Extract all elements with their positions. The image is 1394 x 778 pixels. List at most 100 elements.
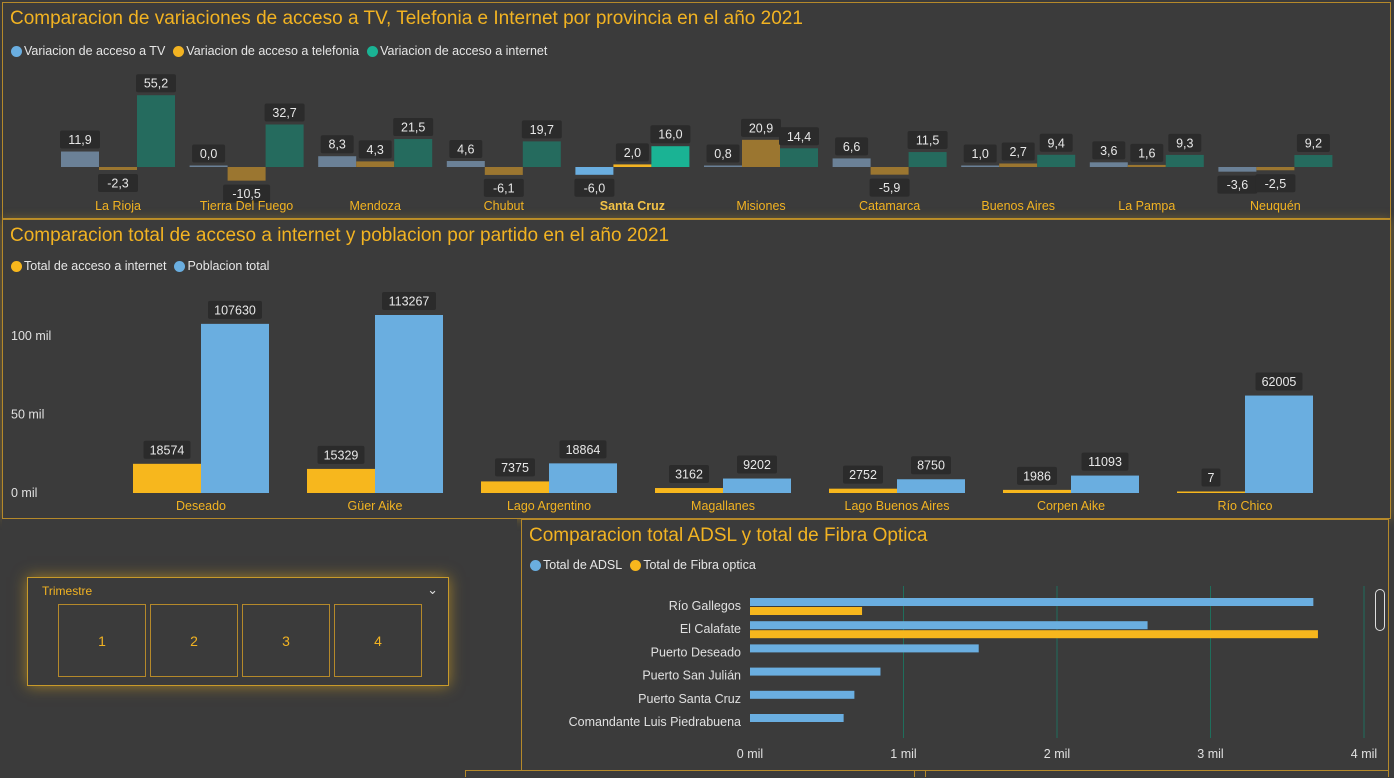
- bar: [750, 644, 979, 653]
- chevron-down-icon[interactable]: ⌄: [427, 582, 438, 597]
- data-label: 16,0: [658, 128, 682, 142]
- legend-item-internet[interactable]: Variacion de acceso a internet: [367, 44, 547, 58]
- data-label-bg: [1130, 143, 1164, 162]
- category-label: El Calafate: [680, 622, 741, 636]
- category-label: Neuquén: [1250, 199, 1301, 213]
- data-label-bg: [737, 455, 777, 474]
- category-label: Lago Argentino: [507, 499, 591, 513]
- legend-dot: [11, 45, 22, 57]
- bar: [750, 621, 1148, 630]
- bar: [655, 488, 723, 493]
- bottom-tab-edge: [465, 770, 915, 777]
- legend-item-internet-total[interactable]: Total de acceso a internet: [11, 259, 166, 273]
- y-tick-label: 100 mil: [11, 329, 51, 343]
- category-label: Deseado: [176, 499, 226, 513]
- data-label: -5,9: [879, 181, 901, 195]
- category-label: Corpen Aike: [1037, 499, 1105, 513]
- bar: [484, 167, 523, 175]
- data-label: 11093: [1088, 455, 1122, 469]
- bar: [704, 165, 742, 167]
- data-label-bg: [1081, 452, 1129, 471]
- bar: [201, 323, 269, 493]
- slicer-option-1[interactable]: 1: [58, 604, 146, 677]
- bar: [133, 463, 201, 493]
- data-label-bg: [669, 465, 709, 484]
- data-label-bg: [192, 144, 226, 163]
- data-label: 7375: [501, 461, 529, 475]
- bar: [750, 607, 863, 615]
- data-label: 1,6: [1138, 146, 1155, 160]
- bar: [750, 690, 855, 699]
- bar: [1218, 167, 1257, 172]
- legend-item-fibra[interactable]: Total de Fibra optica: [630, 558, 756, 572]
- data-label: 20,9: [749, 121, 773, 135]
- data-label-bg: [835, 137, 869, 156]
- category-label: Güer Aike: [348, 499, 403, 513]
- data-label-bg: [358, 140, 392, 159]
- data-label: 9,4: [1048, 136, 1065, 150]
- category-label: Santa Cruz: [600, 199, 665, 213]
- slicer-option-3[interactable]: 3: [242, 604, 330, 677]
- legend-label: Variacion de acceso a telefonia: [186, 44, 360, 58]
- bar: [780, 148, 818, 167]
- data-label: 55,2: [144, 77, 168, 91]
- data-label: 1986: [1023, 469, 1051, 483]
- data-label-bg: [1017, 466, 1057, 485]
- variaciones-chart[interactable]: 11,9 -2,3 55,2 La Rioja 0,0 -10,5 32,7 Tierra D…: [3, 3, 1392, 220]
- legend-item-tv[interactable]: Variacion de acceso a TV: [11, 44, 165, 58]
- bar: [394, 139, 433, 167]
- bar: [549, 463, 617, 493]
- bar: [99, 167, 137, 170]
- legend-item-telefonia[interactable]: Variacion de acceso a telefonia: [173, 44, 359, 58]
- bar: [1127, 164, 1166, 167]
- data-label: 6,6: [843, 140, 860, 154]
- category-label: La Pampa: [1118, 199, 1175, 213]
- data-label-bg: [320, 135, 354, 154]
- data-label: 1,0: [972, 147, 989, 161]
- data-label-bg: [208, 300, 262, 319]
- data-label-bg: [483, 178, 524, 197]
- category-label: Chubut: [484, 199, 525, 213]
- bar: [356, 161, 395, 167]
- category-label: La Rioja: [95, 199, 141, 213]
- data-label-bg: [521, 120, 562, 139]
- bar: [137, 95, 175, 167]
- legend-dot: [173, 45, 185, 57]
- legend-label: Total de acceso a internet: [24, 259, 167, 273]
- scrollbar-thumb[interactable]: [1375, 589, 1385, 631]
- legend-label: Variacion de acceso a TV: [24, 44, 166, 58]
- data-label: 11,5: [916, 134, 939, 148]
- x-tick-label: 2 mil: [1044, 747, 1070, 761]
- bar: [750, 598, 1314, 606]
- slicer-title: Trimestre: [42, 584, 93, 598]
- legend-label: Total de ADSL: [543, 558, 623, 572]
- legend-item-poblacion[interactable]: Poblacion total: [174, 259, 269, 273]
- x-tick-label: 3 mil: [1197, 747, 1223, 761]
- data-label: 0,8: [714, 147, 731, 161]
- data-label: -2,3: [107, 176, 129, 190]
- bar: [307, 468, 375, 493]
- bar: [265, 124, 304, 167]
- bar: [61, 151, 99, 167]
- data-label: 9,3: [1176, 136, 1193, 150]
- data-label-bg: [1255, 372, 1303, 391]
- bar: [961, 165, 1000, 167]
- category-label: Puerto Santa Cruz: [638, 692, 741, 706]
- legend-label: Poblacion total: [187, 259, 270, 273]
- category-label: Puerto San Julián: [642, 669, 741, 683]
- category-label: Comandante Luis Piedrabuena: [569, 715, 741, 729]
- data-label-bg: [650, 125, 691, 144]
- data-label-bg: [911, 456, 951, 475]
- legend-item-adsl[interactable]: Total de ADSL: [530, 558, 622, 572]
- slicer-option-4[interactable]: 4: [334, 604, 422, 677]
- data-label-bg: [1201, 468, 1221, 487]
- category-label: Mendoza: [349, 199, 400, 213]
- panel-title: Comparacion total ADSL y total de Fibra …: [529, 525, 928, 546]
- bar: [1071, 475, 1139, 493]
- adsl-fibra-chart[interactable]: 0 mil 1 mil 2 mil 3 mil 4 mil Río Gallegos El …: [522, 520, 1390, 772]
- legend-dot: [174, 260, 186, 272]
- slicer-option-2[interactable]: 2: [150, 604, 238, 677]
- acceso-poblacion-chart[interactable]: 0 mil 50 mil 100 mil 18574 107630 Deseado 1532…: [3, 220, 1392, 520]
- data-label-bg: [779, 127, 819, 146]
- acceso-poblacion-panel: Comparacion total de acceso a internet y…: [2, 219, 1391, 519]
